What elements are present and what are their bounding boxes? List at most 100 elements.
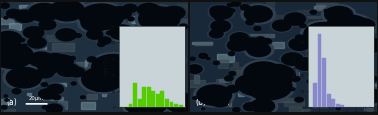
Bar bbox=[46, 36, 64, 42]
Circle shape bbox=[256, 38, 265, 43]
Circle shape bbox=[210, 96, 231, 108]
Circle shape bbox=[104, 67, 123, 78]
Y-axis label: Freq (%): Freq (%) bbox=[104, 57, 109, 77]
Circle shape bbox=[240, 5, 250, 11]
Circle shape bbox=[112, 82, 121, 87]
Bar bbox=[274, 15, 293, 19]
Bar bbox=[87, 95, 97, 99]
Circle shape bbox=[353, 76, 358, 78]
Circle shape bbox=[238, 76, 273, 96]
Circle shape bbox=[60, 1, 79, 12]
Bar bbox=[153, 45, 173, 47]
Circle shape bbox=[316, 83, 339, 96]
Circle shape bbox=[208, 88, 215, 92]
Bar bbox=[297, 11, 311, 15]
Bar bbox=[81, 102, 94, 109]
Circle shape bbox=[99, 38, 111, 45]
Circle shape bbox=[81, 96, 85, 99]
Circle shape bbox=[94, 80, 110, 89]
Circle shape bbox=[67, 59, 74, 63]
Bar bbox=[233, 63, 238, 66]
Circle shape bbox=[209, 31, 223, 39]
Text: (b): (b) bbox=[196, 97, 207, 106]
Circle shape bbox=[0, 44, 33, 69]
Circle shape bbox=[121, 4, 139, 14]
Circle shape bbox=[11, 89, 22, 95]
Bar bbox=[363, 84, 372, 92]
Bar bbox=[151, 91, 155, 107]
Circle shape bbox=[110, 8, 132, 20]
Circle shape bbox=[251, 104, 258, 108]
Circle shape bbox=[337, 80, 345, 85]
Circle shape bbox=[244, 42, 274, 59]
Bar bbox=[230, 67, 245, 74]
Circle shape bbox=[7, 75, 14, 79]
Circle shape bbox=[207, 88, 216, 93]
Bar bbox=[304, 44, 316, 47]
Circle shape bbox=[342, 86, 354, 93]
Bar bbox=[53, 43, 74, 52]
Circle shape bbox=[102, 58, 145, 83]
Circle shape bbox=[291, 76, 301, 82]
Circle shape bbox=[163, 7, 185, 20]
Circle shape bbox=[110, 26, 135, 40]
Bar bbox=[21, 78, 41, 81]
Circle shape bbox=[354, 20, 375, 32]
Circle shape bbox=[36, 68, 54, 78]
Circle shape bbox=[201, 108, 205, 110]
Bar bbox=[40, 46, 46, 53]
Circle shape bbox=[338, 48, 343, 50]
Bar bbox=[59, 101, 67, 109]
Circle shape bbox=[98, 43, 105, 47]
Circle shape bbox=[106, 24, 138, 42]
Circle shape bbox=[263, 39, 271, 45]
Bar bbox=[327, 94, 330, 107]
Bar bbox=[314, 6, 332, 11]
Bar bbox=[336, 104, 340, 107]
Bar bbox=[331, 99, 335, 107]
Bar bbox=[236, 70, 249, 73]
Circle shape bbox=[236, 75, 265, 92]
Circle shape bbox=[112, 82, 121, 87]
Circle shape bbox=[323, 66, 344, 79]
Circle shape bbox=[172, 19, 177, 22]
Bar bbox=[9, 24, 21, 31]
Bar bbox=[161, 103, 175, 108]
Bar bbox=[109, 6, 117, 12]
Circle shape bbox=[57, 64, 79, 77]
Circle shape bbox=[52, 66, 62, 72]
Circle shape bbox=[324, 10, 331, 14]
Circle shape bbox=[42, 106, 48, 109]
Circle shape bbox=[324, 36, 335, 42]
Circle shape bbox=[127, 39, 136, 44]
Circle shape bbox=[3, 17, 9, 20]
Bar bbox=[51, 83, 66, 86]
Circle shape bbox=[93, 82, 100, 86]
Circle shape bbox=[122, 75, 143, 87]
Bar bbox=[188, 80, 204, 88]
Circle shape bbox=[99, 56, 148, 85]
Circle shape bbox=[228, 40, 248, 52]
Circle shape bbox=[209, 20, 232, 34]
Circle shape bbox=[199, 54, 208, 59]
Circle shape bbox=[124, 90, 168, 115]
Bar bbox=[90, 58, 108, 66]
Circle shape bbox=[37, 17, 44, 21]
Bar bbox=[113, 75, 131, 81]
Circle shape bbox=[210, 7, 225, 16]
Circle shape bbox=[308, 38, 316, 43]
Circle shape bbox=[17, 68, 21, 70]
Circle shape bbox=[210, 7, 232, 20]
Circle shape bbox=[208, 6, 234, 21]
Circle shape bbox=[52, 95, 61, 100]
Bar bbox=[344, 65, 351, 73]
Circle shape bbox=[97, 81, 115, 91]
Bar bbox=[355, 102, 368, 106]
Circle shape bbox=[234, 85, 243, 90]
Circle shape bbox=[282, 60, 287, 63]
Circle shape bbox=[136, 79, 144, 84]
Bar bbox=[312, 83, 322, 85]
Bar bbox=[132, 48, 152, 54]
Circle shape bbox=[27, 33, 36, 38]
Circle shape bbox=[330, 30, 355, 44]
